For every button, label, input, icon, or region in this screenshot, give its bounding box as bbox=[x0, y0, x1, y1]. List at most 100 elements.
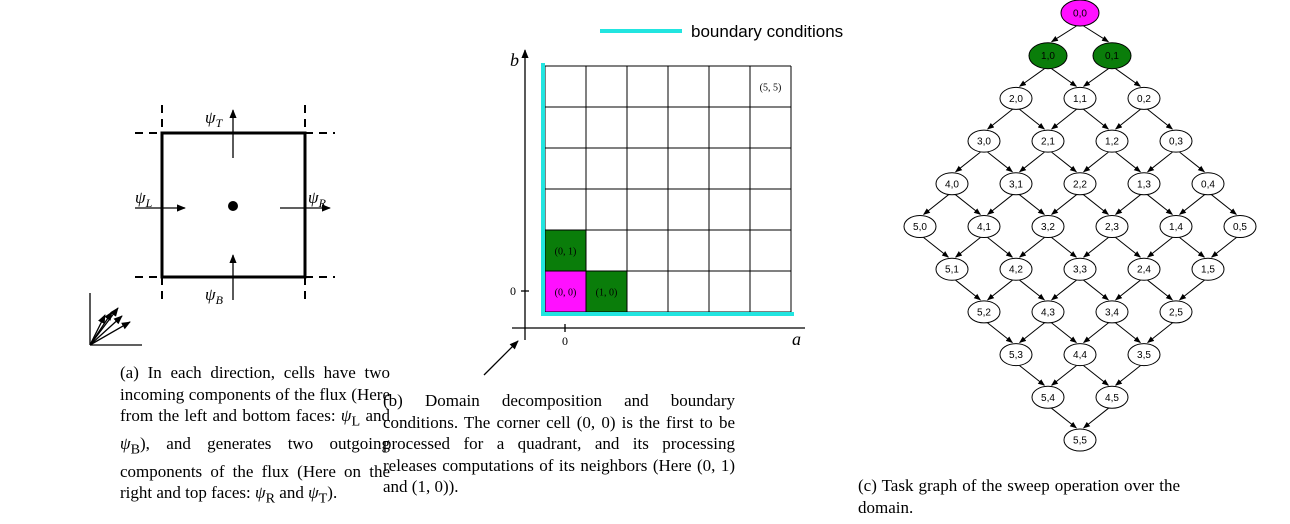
edge bbox=[1019, 68, 1045, 87]
caption-a: (a) In each direction, cells have two in… bbox=[120, 362, 390, 510]
task-label: 2,1 bbox=[1041, 137, 1055, 148]
caption-text: ), and generates two outgoing components… bbox=[120, 433, 390, 503]
edge bbox=[955, 237, 981, 258]
edge bbox=[1179, 151, 1205, 173]
cell-label: (1, 0) bbox=[596, 288, 618, 299]
task-label: 2,0 bbox=[1009, 94, 1023, 105]
edge bbox=[1179, 279, 1205, 301]
edge bbox=[1019, 109, 1045, 130]
task-label: 3,5 bbox=[1137, 350, 1151, 361]
edge bbox=[1115, 279, 1141, 301]
task-node bbox=[1095, 215, 1129, 238]
task-label: 3,2 bbox=[1041, 222, 1055, 233]
task-label: 1,5 bbox=[1201, 265, 1215, 276]
edge bbox=[1115, 109, 1141, 130]
x-tick-label: 0 bbox=[562, 334, 568, 348]
edge bbox=[1051, 151, 1077, 173]
edge bbox=[1147, 109, 1173, 130]
edge bbox=[1019, 194, 1045, 215]
task-label: 0,5 bbox=[1233, 222, 1247, 233]
caption-math: ψ bbox=[255, 483, 266, 503]
cell-fill bbox=[545, 230, 586, 271]
flux-label: ψT bbox=[205, 108, 224, 130]
task-label: 5,4 bbox=[1041, 393, 1055, 404]
direction-fan bbox=[89, 293, 142, 346]
caption-text: and bbox=[360, 406, 390, 425]
edge bbox=[1147, 237, 1173, 258]
task-label: 2,3 bbox=[1105, 222, 1119, 233]
edge bbox=[923, 237, 949, 258]
edge bbox=[1083, 109, 1109, 130]
edge bbox=[1115, 68, 1141, 87]
y-tick-label: 0 bbox=[510, 284, 516, 298]
task-label: 1,3 bbox=[1137, 179, 1151, 190]
edge bbox=[955, 194, 981, 215]
edge bbox=[923, 194, 949, 215]
task-node bbox=[1063, 257, 1097, 281]
task-node bbox=[1095, 385, 1129, 409]
edge bbox=[1083, 322, 1109, 344]
edge bbox=[1019, 322, 1045, 344]
task-node bbox=[1127, 172, 1161, 196]
caption-math: ψ bbox=[308, 483, 319, 503]
edge bbox=[1083, 194, 1109, 215]
task-label: 5,1 bbox=[945, 265, 959, 276]
task-label: 4,4 bbox=[1073, 350, 1087, 361]
task-label: 4,1 bbox=[977, 222, 991, 233]
edge bbox=[1083, 407, 1109, 429]
task-label: 2,2 bbox=[1073, 179, 1087, 190]
boundary bbox=[541, 63, 794, 316]
task-node bbox=[1127, 343, 1161, 367]
task-node bbox=[999, 257, 1033, 281]
task-label: 2,4 bbox=[1137, 265, 1151, 276]
caption-text: and bbox=[275, 483, 309, 503]
edge bbox=[1179, 237, 1205, 258]
task-node bbox=[935, 257, 969, 281]
task-node bbox=[1223, 215, 1257, 238]
task-label: 3,0 bbox=[977, 137, 991, 148]
task-node bbox=[1092, 42, 1132, 70]
edge bbox=[1147, 279, 1173, 301]
edge bbox=[1083, 151, 1109, 173]
task-label: 1,2 bbox=[1105, 137, 1119, 148]
edge bbox=[987, 194, 1013, 215]
edge bbox=[1083, 25, 1109, 43]
task-node bbox=[1159, 129, 1193, 153]
task-label: 1,4 bbox=[1169, 222, 1183, 233]
task-node bbox=[935, 172, 969, 196]
task-node bbox=[999, 86, 1033, 110]
edge bbox=[1051, 407, 1077, 429]
task-node bbox=[1063, 86, 1097, 110]
edge bbox=[987, 237, 1013, 258]
x-axis-label: a bbox=[792, 329, 801, 349]
task-node bbox=[1063, 172, 1097, 196]
caption-math: ψ bbox=[340, 406, 352, 425]
task-label: 1,0 bbox=[1041, 51, 1055, 62]
flux-labels: ψT ψL ψR ψB bbox=[135, 108, 327, 307]
edge bbox=[987, 322, 1013, 344]
edge bbox=[1051, 109, 1077, 130]
edge bbox=[1051, 68, 1077, 87]
task-node bbox=[1095, 300, 1129, 324]
task-node bbox=[903, 215, 937, 238]
caption-text: (a) In each direction, cells have two in… bbox=[120, 363, 390, 425]
task-node bbox=[999, 343, 1033, 367]
task-node bbox=[1191, 172, 1225, 196]
edge bbox=[955, 151, 981, 173]
task-label: 4,2 bbox=[1009, 265, 1023, 276]
task-node bbox=[1060, 0, 1100, 27]
task-label: 0,1 bbox=[1105, 51, 1119, 62]
task-node bbox=[967, 300, 1001, 324]
y-axis-label: b bbox=[510, 50, 519, 70]
edge bbox=[1083, 365, 1109, 386]
edge bbox=[1019, 365, 1045, 386]
edge bbox=[1051, 365, 1077, 386]
edge bbox=[1179, 194, 1205, 215]
task-node bbox=[1127, 257, 1161, 281]
edge bbox=[1019, 279, 1045, 301]
cell-fill bbox=[545, 271, 586, 312]
edge bbox=[1051, 237, 1077, 258]
cell-fill bbox=[586, 271, 627, 312]
